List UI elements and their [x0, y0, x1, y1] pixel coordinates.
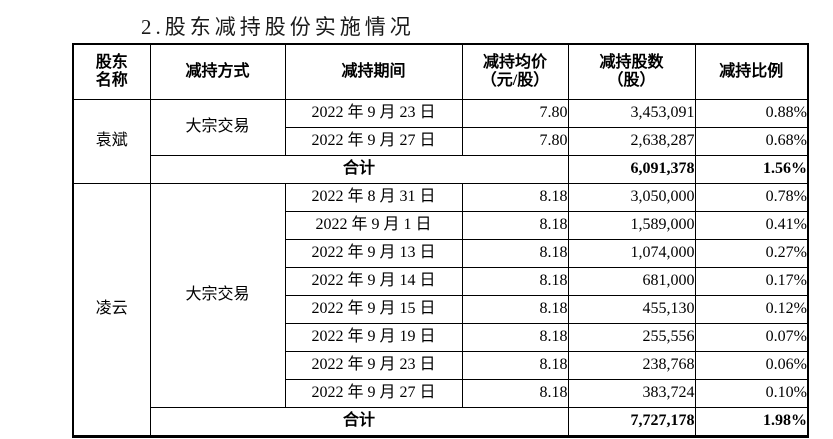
- date-cell: 2022 年 9 月 1 日: [284, 211, 463, 240]
- shares-cell: 238,768: [567, 351, 696, 380]
- shares-cell: 455,130: [567, 295, 696, 324]
- header-period: 减持期间: [284, 43, 463, 100]
- subtotal-pct: 1.56%: [694, 155, 809, 184]
- subtotal-shares: 7,727,178: [567, 407, 696, 437]
- price-cell: 7.80: [461, 127, 569, 156]
- subtotal-row: 合计 7,727,178 1.98%: [73, 407, 809, 437]
- pct-cell: 0.06%: [694, 351, 809, 380]
- shareholder-name: 凌云: [72, 183, 151, 437]
- date-cell: 2022 年 9 月 15 日: [284, 295, 463, 324]
- table-row: 凌云 大宗交易 2022 年 8 月 31 日 8.18 3,050,000 0…: [72, 183, 809, 437]
- date-cell: 2022 年 9 月 13 日: [284, 239, 463, 268]
- header-method: 减持方式: [149, 43, 286, 100]
- section-title: 2.股东减持股份实施情况: [141, 15, 415, 39]
- pct-cell: 0.12%: [694, 295, 809, 324]
- price-cell: 7.80: [461, 99, 569, 128]
- table-row: 2022 年 9 月 14 日 8.18 681,000 0.17%: [73, 267, 809, 296]
- subtotal-pct: 1.98%: [694, 407, 809, 437]
- price-cell: 8.18: [461, 323, 569, 352]
- header-shareholder: 股东 名称: [72, 43, 151, 100]
- header-pct: 减持比例: [694, 43, 809, 100]
- table-row: 2022 年 9 月 15 日 8.18 455,130 0.12%: [73, 295, 809, 324]
- pct-cell: 0.10%: [694, 379, 809, 408]
- price-cell: 8.18: [461, 379, 569, 408]
- table-row: 2022 年 9 月 23 日 8.18 238,768 0.06%: [73, 351, 809, 380]
- price-cell: 8.18: [461, 183, 569, 212]
- pct-cell: 0.41%: [694, 211, 809, 240]
- table-row: 2022 年 9 月 27 日 7.80 2,638,287 0.68%: [73, 127, 809, 156]
- reduction-table: 股东 名称 减持方式 减持期间 减持均价 （元/股） 减持股数 （股） 减持比例…: [72, 43, 809, 438]
- price-cell: 8.18: [461, 239, 569, 268]
- date-cell: 2022 年 9 月 19 日: [284, 323, 463, 352]
- shares-cell: 3,453,091: [567, 99, 696, 128]
- table-row: 2022 年 9 月 27 日 8.18 383,724 0.10%: [73, 379, 809, 408]
- table-row: 2022 年 9 月 13 日 8.18 1,074,000 0.27%: [73, 239, 809, 268]
- pct-cell: 0.68%: [694, 127, 809, 156]
- date-cell: 2022 年 8 月 31 日: [284, 183, 463, 212]
- table-row: 2022 年 9 月 1 日 8.18 1,589,000 0.41%: [73, 211, 809, 240]
- subtotal-shares: 6,091,378: [567, 155, 696, 184]
- subtotal-label: 合计: [149, 407, 569, 437]
- pct-cell: 0.27%: [694, 239, 809, 268]
- shares-cell: 1,074,000: [567, 239, 696, 268]
- shareholder-name: 袁斌: [72, 99, 151, 184]
- header-price: 减持均价 （元/股）: [461, 43, 569, 100]
- shares-cell: 681,000: [567, 267, 696, 296]
- date-cell: 2022 年 9 月 27 日: [284, 127, 463, 156]
- subtotal-row: 合计 6,091,378 1.56%: [73, 155, 809, 184]
- shares-cell: 2,638,287: [567, 127, 696, 156]
- date-cell: 2022 年 9 月 27 日: [284, 379, 463, 408]
- table-row: 2022 年 9 月 19 日 8.18 255,556 0.07%: [73, 323, 809, 352]
- pct-cell: 0.88%: [694, 99, 809, 128]
- price-cell: 8.18: [461, 351, 569, 380]
- method-cell: 大宗交易: [149, 183, 286, 408]
- shares-cell: 1,589,000: [567, 211, 696, 240]
- date-cell: 2022 年 9 月 14 日: [284, 267, 463, 296]
- header-row: 股东 名称 减持方式 减持期间 减持均价 （元/股） 减持股数 （股） 减持比例: [72, 43, 809, 100]
- header-shares: 减持股数 （股）: [567, 43, 696, 100]
- shares-cell: 3,050,000: [567, 183, 696, 212]
- price-cell: 8.18: [461, 211, 569, 240]
- date-cell: 2022 年 9 月 23 日: [284, 351, 463, 380]
- method-cell: 大宗交易: [149, 99, 286, 156]
- pct-cell: 0.78%: [694, 183, 809, 212]
- price-cell: 8.18: [461, 267, 569, 296]
- date-cell: 2022 年 9 月 23 日: [284, 99, 463, 128]
- subtotal-label: 合计: [149, 155, 569, 184]
- shares-cell: 255,556: [567, 323, 696, 352]
- shares-cell: 383,724: [567, 379, 696, 408]
- pct-cell: 0.17%: [694, 267, 809, 296]
- price-cell: 8.18: [461, 295, 569, 324]
- pct-cell: 0.07%: [694, 323, 809, 352]
- table-row: 袁斌 大宗交易 2022 年 9 月 23 日 7.80 3,453,091 0…: [72, 99, 809, 184]
